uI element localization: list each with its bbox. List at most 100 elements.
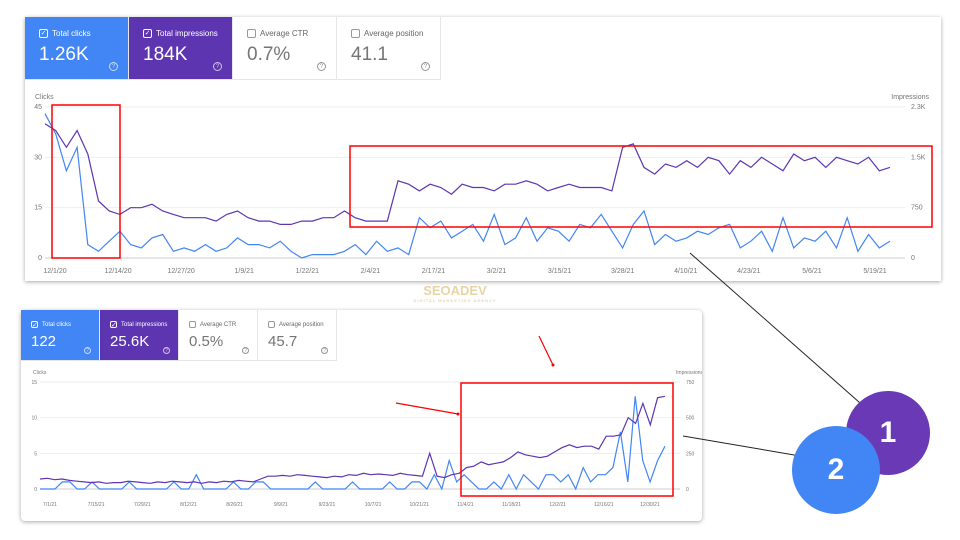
help-icon[interactable]: ? — [163, 347, 170, 354]
x-tick-label: 4/10/21 — [674, 268, 697, 275]
callout-2: 2 — [792, 426, 880, 514]
search-console-panel-1: ✓ Total clicks 1.26K? ✓ Total impressions 184… — [25, 17, 941, 281]
series-line-impressions — [39, 395, 666, 484]
help-icon[interactable]: ? — [421, 62, 430, 71]
x-tick-label: 9/23/21 — [319, 502, 336, 508]
watermark-text: SEOADEV — [423, 283, 487, 298]
performance-chart: Clicks Impressions 0 0 15 750 30 1.5K 45 2.3K 12/1… — [34, 94, 933, 275]
metric-value: 45.7 — [268, 333, 298, 350]
highlight-box — [349, 145, 933, 228]
x-tick-label: 5/6/21 — [802, 268, 822, 275]
metric-card-label-row: Average position — [268, 321, 324, 328]
checkbox-checked-icon[interactable]: ✓ — [110, 321, 117, 329]
x-tick-label: 9/9/21 — [274, 502, 288, 508]
metric-card-average-ctr[interactable]: Average CTR 0.7%? — [233, 17, 337, 80]
help-icon[interactable]: ? — [109, 62, 118, 71]
metric-card-total-impressions[interactable]: ✓ Total impressions 184K? — [129, 17, 233, 80]
x-tick-label: 7/1/21 — [43, 502, 57, 508]
x-tick-label: 12/2/21 — [549, 502, 566, 508]
help-icon[interactable]: ? — [213, 62, 222, 71]
x-tick-label: 12/30/21 — [640, 502, 660, 508]
red-arrow — [395, 402, 459, 415]
metric-label: Average CTR — [200, 321, 237, 328]
left-axis-label: Clicks — [35, 94, 54, 101]
x-tick-label: 10/7/21 — [365, 502, 382, 508]
metric-card-total-impressions[interactable]: ✓ Total impressions 25.6K? — [100, 310, 179, 361]
metric-value: 25.6K — [110, 333, 150, 350]
connector-line-2 — [682, 435, 801, 457]
right-tick-label: 750 — [911, 205, 923, 212]
watermark-tagline: DIGITAL MARKETING AGENCY — [413, 298, 497, 303]
help-icon[interactable]: ? — [242, 347, 249, 354]
x-tick-label: 10/21/21 — [409, 502, 429, 508]
x-tick-label: 7/29/21 — [134, 502, 151, 508]
metric-value: 122 — [31, 333, 57, 350]
right-tick-label: 250 — [686, 451, 695, 457]
x-tick-label: 3/15/21 — [548, 268, 571, 275]
left-tick-label: 15 — [34, 205, 42, 212]
x-tick-label: 3/2/21 — [487, 268, 507, 275]
search-console-panel-2: ✓ Total clicks 122? ✓ Total impressions 25.6K… — [21, 310, 702, 521]
right-tick-label: 500 — [686, 416, 695, 422]
checkbox-unchecked-icon[interactable] — [247, 29, 256, 38]
performance-chart: Clicks Impressions 0 0 5 250 10 500 15 750 7/1/21 7… — [31, 335, 702, 508]
left-tick-label: 0 — [38, 255, 42, 262]
help-icon[interactable]: ? — [321, 347, 328, 354]
checkbox-checked-icon[interactable]: ✓ — [31, 321, 38, 329]
x-tick-label: 2/17/21 — [422, 268, 445, 275]
metric-value: 41.1 — [351, 44, 388, 65]
x-tick-label: 12/16/21 — [594, 502, 614, 508]
metric-value: 0.5% — [189, 333, 224, 350]
checkbox-unchecked-icon[interactable] — [351, 29, 360, 38]
arrow-head — [551, 363, 555, 367]
help-icon[interactable]: ? — [317, 62, 326, 71]
series-line-impressions — [44, 123, 891, 225]
left-tick-label: 30 — [34, 154, 42, 161]
x-tick-label: 3/28/21 — [611, 268, 634, 275]
watermark-logo: SEOADEV DIGITAL MARKETING AGENCY — [405, 283, 505, 304]
left-tick-label: 15 — [31, 380, 37, 386]
red-arrow — [538, 335, 554, 366]
x-tick-label: 7/15/21 — [88, 502, 105, 508]
metric-value: 0.7% — [247, 44, 291, 65]
arrow-head — [456, 412, 460, 416]
x-tick-label: 12/27/20 — [168, 268, 195, 275]
x-tick-label: 8/26/21 — [226, 502, 243, 508]
right-tick-label: 1.5K — [911, 154, 926, 161]
metric-card-label-row: Average position — [351, 29, 423, 38]
x-tick-label: 2/4/21 — [361, 268, 381, 275]
checkbox-checked-icon[interactable]: ✓ — [39, 29, 48, 38]
series-line-clicks — [40, 396, 666, 491]
x-tick-label: 5/19/21 — [863, 268, 886, 275]
series-line-clicks — [44, 113, 891, 259]
right-tick-label: 0 — [911, 255, 915, 262]
left-axis-label: Clicks — [33, 370, 47, 376]
x-tick-label: 11/4/21 — [457, 502, 474, 508]
highlight-box — [51, 104, 121, 259]
x-tick-label: 12/1/20 — [43, 268, 66, 275]
checkbox-checked-icon[interactable]: ✓ — [143, 29, 152, 38]
x-tick-label: 12/14/20 — [104, 268, 131, 275]
metric-label: Total impressions — [156, 29, 218, 38]
metric-card-average-position[interactable]: Average position 41.1? — [337, 17, 441, 80]
metric-card-average-position[interactable]: Average position 45.7? — [258, 310, 337, 361]
metric-card-label-row: ✓ Total clicks — [31, 321, 71, 329]
left-tick-label: 0 — [34, 487, 37, 493]
right-tick-label: 2.3K — [911, 104, 926, 111]
metric-card-average-ctr[interactable]: Average CTR 0.5%? — [179, 310, 258, 361]
checkbox-unchecked-icon[interactable] — [189, 321, 196, 328]
connector-line-1 — [689, 252, 869, 411]
help-icon[interactable]: ? — [84, 347, 91, 354]
right-axis-label: Impressions — [891, 94, 929, 101]
metric-card-total-clicks[interactable]: ✓ Total clicks 1.26K? — [25, 17, 129, 80]
metric-value: 184K — [143, 44, 188, 65]
x-tick-label: 11/18/21 — [502, 502, 521, 508]
metric-label: Average position — [364, 29, 424, 38]
metric-value: 1.26K — [39, 44, 89, 65]
metric-card-label-row: ✓ Total impressions — [143, 29, 218, 38]
x-tick-label: 1/22/21 — [296, 268, 319, 275]
checkbox-unchecked-icon[interactable] — [268, 321, 275, 328]
metric-card-total-clicks[interactable]: ✓ Total clicks 122? — [21, 310, 100, 361]
x-tick-label: 1/9/21 — [234, 268, 254, 275]
